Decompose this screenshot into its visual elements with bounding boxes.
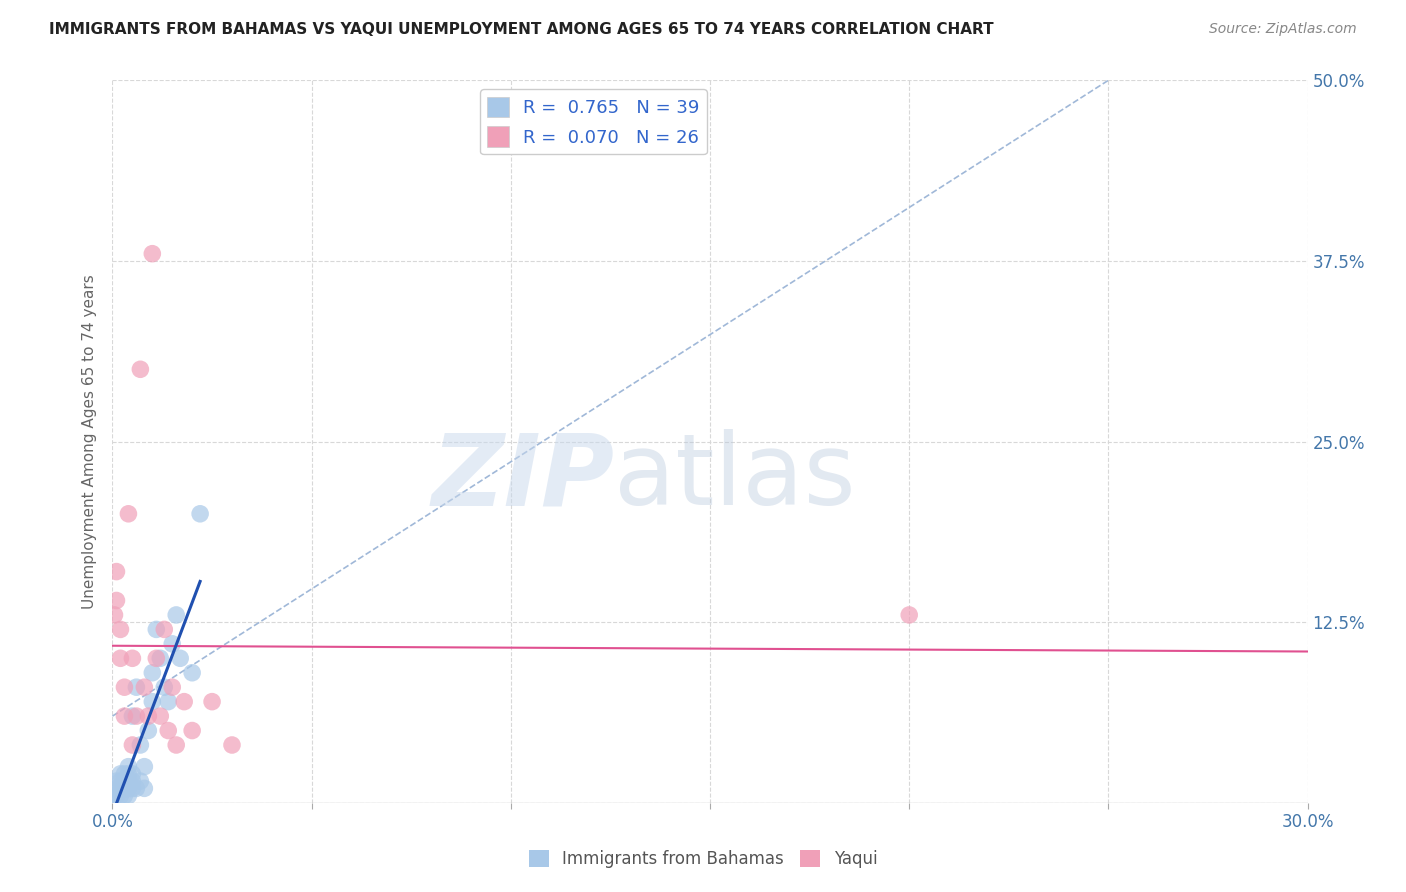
- Point: [114, 709, 135, 723]
- Point: [169, 651, 191, 665]
- Point: [125, 709, 148, 723]
- Point: [129, 774, 152, 789]
- Point: [221, 738, 243, 752]
- Point: [157, 695, 180, 709]
- Point: [153, 623, 176, 637]
- Text: ZIP: ZIP: [432, 429, 614, 526]
- Point: [129, 738, 152, 752]
- Point: [134, 781, 156, 796]
- Point: [141, 246, 163, 260]
- Point: [121, 774, 143, 789]
- Point: [138, 723, 160, 738]
- Point: [110, 651, 132, 665]
- Point: [110, 623, 132, 637]
- Point: [117, 507, 139, 521]
- Point: [141, 695, 163, 709]
- Point: [110, 774, 132, 789]
- Point: [121, 767, 143, 781]
- Text: Source: ZipAtlas.com: Source: ZipAtlas.com: [1209, 22, 1357, 37]
- Point: [165, 607, 187, 622]
- Point: [162, 680, 183, 694]
- Point: [141, 665, 163, 680]
- Point: [110, 789, 132, 803]
- Point: [125, 781, 148, 796]
- Point: [898, 607, 921, 622]
- Point: [149, 709, 172, 723]
- Y-axis label: Unemployment Among Ages 65 to 74 years: Unemployment Among Ages 65 to 74 years: [82, 274, 97, 609]
- Point: [114, 789, 135, 803]
- Point: [117, 767, 139, 781]
- Point: [134, 760, 156, 774]
- Point: [105, 593, 128, 607]
- Point: [114, 781, 135, 796]
- Point: [105, 565, 128, 579]
- Point: [114, 680, 135, 694]
- Point: [138, 709, 160, 723]
- Legend: R =  0.765   N = 39, R =  0.070   N = 26: R = 0.765 N = 39, R = 0.070 N = 26: [479, 89, 707, 154]
- Text: atlas: atlas: [614, 429, 856, 526]
- Point: [201, 695, 224, 709]
- Point: [103, 789, 125, 803]
- Point: [145, 623, 167, 637]
- Point: [110, 767, 132, 781]
- Point: [162, 637, 183, 651]
- Point: [105, 789, 128, 803]
- Point: [181, 723, 204, 738]
- Point: [149, 651, 172, 665]
- Point: [153, 680, 176, 694]
- Point: [121, 651, 143, 665]
- Point: [121, 709, 143, 723]
- Point: [157, 723, 180, 738]
- Point: [103, 607, 125, 622]
- Point: [145, 651, 167, 665]
- Point: [121, 738, 143, 752]
- Point: [121, 781, 143, 796]
- Point: [110, 781, 132, 796]
- Point: [105, 781, 128, 796]
- Point: [134, 680, 156, 694]
- Point: [188, 507, 211, 521]
- Point: [173, 695, 195, 709]
- Point: [117, 781, 139, 796]
- Point: [129, 362, 152, 376]
- Point: [125, 680, 148, 694]
- Point: [117, 760, 139, 774]
- Point: [165, 738, 187, 752]
- Point: [181, 665, 204, 680]
- Legend: Immigrants from Bahamas, Yaqui: Immigrants from Bahamas, Yaqui: [522, 843, 884, 875]
- Point: [114, 774, 135, 789]
- Point: [114, 767, 135, 781]
- Text: IMMIGRANTS FROM BAHAMAS VS YAQUI UNEMPLOYMENT AMONG AGES 65 TO 74 YEARS CORRELAT: IMMIGRANTS FROM BAHAMAS VS YAQUI UNEMPLO…: [49, 22, 994, 37]
- Point: [117, 789, 139, 803]
- Point: [105, 774, 128, 789]
- Point: [117, 774, 139, 789]
